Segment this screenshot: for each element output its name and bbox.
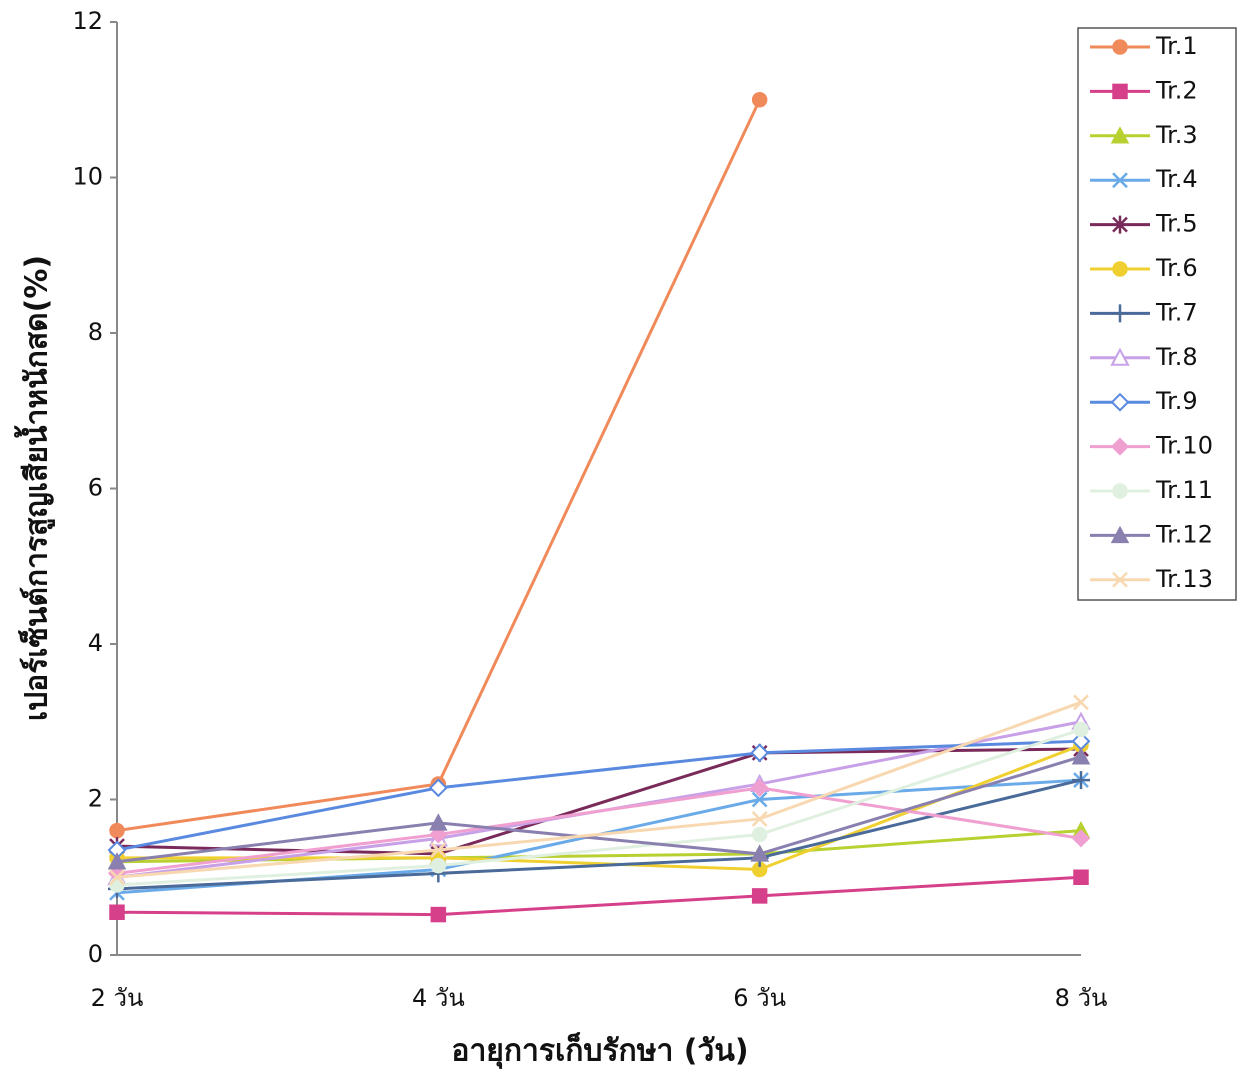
marker	[1073, 869, 1089, 885]
legend-marker	[1112, 261, 1128, 277]
marker	[429, 825, 448, 844]
marker	[1073, 694, 1089, 711]
y-tick-label: 0	[88, 940, 103, 968]
legend-marker	[1110, 347, 1130, 366]
marker	[428, 778, 448, 798]
legend-label: Tr.4	[1155, 165, 1198, 193]
marker	[751, 811, 768, 827]
series-line	[116, 786, 1082, 875]
marker	[109, 904, 125, 920]
y-axis-title: เปอร์เซ็นต์การสูญเสียน้ำหนักสด(%)	[14, 255, 56, 721]
marker	[107, 852, 127, 870]
series-line	[116, 700, 1082, 879]
marker	[430, 842, 447, 858]
series-line	[116, 829, 1082, 864]
x-tick-label: 2 วัน	[91, 984, 144, 1012]
series-line	[116, 747, 1082, 856]
legend-marker	[1112, 483, 1128, 499]
marker	[109, 822, 125, 839]
legend-label: Tr.7	[1155, 298, 1198, 326]
y-tick-label: 2	[88, 785, 103, 813]
series-line	[116, 778, 1082, 891]
legend-marker	[1110, 525, 1130, 544]
y-tick-label: 4	[88, 629, 103, 657]
legend-label: Tr.5	[1155, 210, 1198, 238]
marker	[751, 92, 768, 108]
legend-marker	[1112, 39, 1128, 55]
legend-label: Tr.2	[1155, 76, 1198, 104]
y-tick-label: 6	[88, 474, 103, 502]
legend-label: Tr.6	[1155, 254, 1198, 282]
marker	[751, 791, 768, 808]
y-tick-label: 10	[72, 163, 103, 191]
legend-label: Tr.12	[1155, 520, 1213, 548]
legend-marker	[1112, 215, 1128, 234]
series-line	[116, 755, 1082, 864]
marker	[750, 778, 769, 797]
legend-marker	[1110, 126, 1130, 144]
legend-marker	[1110, 392, 1130, 412]
legend-label: Tr.11	[1155, 476, 1213, 504]
legend-marker	[1112, 83, 1128, 100]
y-tick-label: 12	[72, 7, 103, 35]
y-tick-label: 8	[88, 318, 103, 346]
marker	[750, 844, 769, 862]
legend-label: Tr.9	[1155, 387, 1198, 415]
marker	[109, 869, 125, 886]
marker	[1073, 721, 1089, 738]
marker	[1071, 829, 1091, 848]
x-tick-label: 8 วัน	[1055, 984, 1108, 1012]
marker	[751, 826, 768, 843]
marker	[430, 906, 447, 923]
marker	[109, 877, 125, 893]
legend-label: Tr.13	[1155, 565, 1213, 593]
marker	[1072, 771, 1090, 790]
legend-marker	[1110, 437, 1130, 456]
legend-marker	[1111, 304, 1129, 323]
marker	[751, 888, 768, 904]
legend-label: Tr.1	[1155, 32, 1198, 60]
x-tick-label: 4 วัน	[412, 984, 465, 1012]
series-line	[116, 875, 1082, 917]
marker	[429, 813, 448, 831]
series-line	[116, 728, 1082, 887]
marker	[750, 743, 770, 763]
legend-marker	[1112, 571, 1128, 588]
marker	[430, 857, 447, 874]
x-tick-label: 6 วัน	[733, 984, 786, 1012]
legend-label: Tr.8	[1155, 343, 1198, 371]
series-line	[116, 739, 1082, 852]
x-axis-title: อายุการเก็บรักษา (วัน)	[451, 1032, 748, 1070]
series-line	[116, 99, 762, 833]
legend-label: Tr.10	[1155, 432, 1213, 460]
legend-label: Tr.3	[1155, 121, 1198, 149]
legend-marker	[1112, 172, 1128, 189]
marker	[1071, 747, 1091, 765]
